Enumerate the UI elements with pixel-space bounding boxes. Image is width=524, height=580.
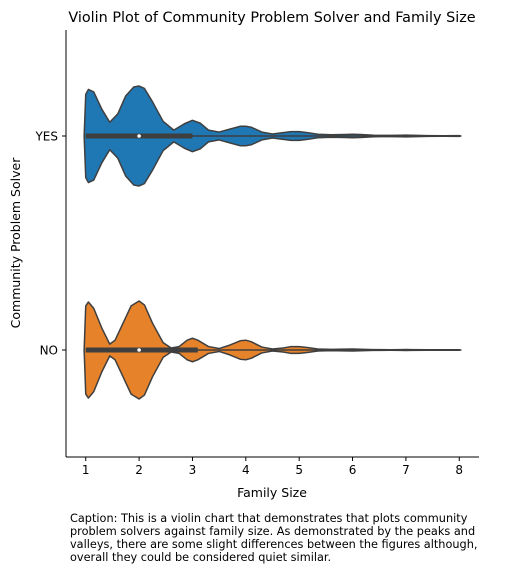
violin-layer <box>84 86 461 399</box>
y-axis-ticks: YES NO <box>34 130 66 358</box>
x-tick-label: 2 <box>135 463 143 477</box>
x-tick-label: 5 <box>295 463 303 477</box>
y-axis-label: Community Problem Solver <box>8 157 23 329</box>
x-tick-label: 4 <box>242 463 250 477</box>
x-tick-label: 1 <box>82 463 90 477</box>
x-tick-label: 6 <box>349 463 357 477</box>
x-axis-label: Family Size <box>237 485 307 500</box>
x-tick-label: 3 <box>189 463 197 477</box>
x-tick-label: 8 <box>455 463 463 477</box>
y-tick-label: YES <box>34 130 58 144</box>
median-point-yes <box>137 134 141 138</box>
x-axis-ticks: 1 2 3 4 5 6 7 8 <box>82 457 463 477</box>
y-tick-label: NO <box>40 344 58 358</box>
chart-caption: Caption: This is a violin chart that dem… <box>70 512 516 564</box>
median-point-no <box>137 348 141 352</box>
chart-title: Violin Plot of Community Problem Solver … <box>68 10 475 26</box>
x-tick-label: 7 <box>402 463 410 477</box>
